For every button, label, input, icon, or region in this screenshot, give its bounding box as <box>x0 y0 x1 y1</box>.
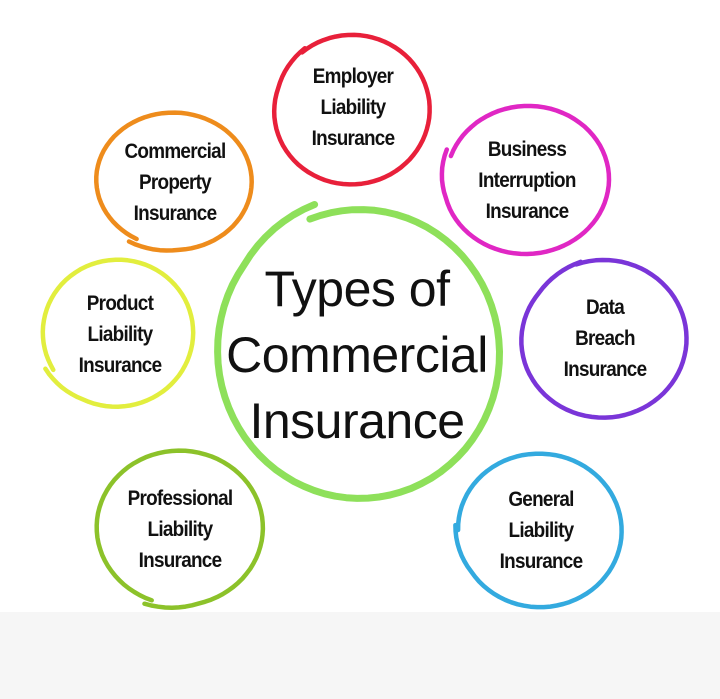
node-label-professional: Professional Liability Insurance <box>108 482 252 576</box>
ring-general <box>453 451 624 610</box>
ring-business <box>439 103 612 257</box>
ring-data <box>519 257 689 420</box>
node-label-business: Business Interruption Insurance <box>460 133 595 227</box>
node-label-data-text: Data Breach Insurance <box>563 295 648 381</box>
node-label-employer: Employer Liability Insurance <box>286 60 421 154</box>
node-label-product: Product Liability Insurance <box>53 287 188 381</box>
node-label-professional-text: Professional Liability Insurance <box>127 486 234 572</box>
center-label-text: Types of Commercial Insurance <box>226 261 488 449</box>
footer-band <box>0 612 720 699</box>
center-label: Types of Commercial Insurance <box>222 250 492 460</box>
node-label-general-text: General Liability Insurance <box>499 487 584 573</box>
ring-commercial <box>94 110 254 253</box>
node-label-business-text: Business Interruption Insurance <box>478 137 576 223</box>
node-label-commercial: Commercial Property Insurance <box>108 135 243 229</box>
node-label-employer-text: Employer Liability Insurance <box>311 64 396 150</box>
node-label-product-text: Product Liability Insurance <box>78 291 163 377</box>
ring-center <box>214 201 503 502</box>
node-label-commercial-text: Commercial Property Insurance <box>124 139 227 225</box>
node-label-general: General Liability Insurance <box>474 483 609 577</box>
ring-product <box>40 257 196 409</box>
ring-professional <box>94 448 266 610</box>
node-label-data: Data Breach Insurance <box>538 291 673 385</box>
ring-employer <box>271 32 432 187</box>
